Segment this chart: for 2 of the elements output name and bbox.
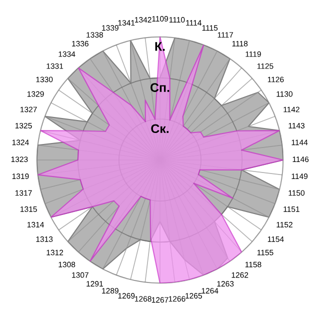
y-tick-label: Сп. [150, 83, 170, 92]
y-tick-label: Ск. [151, 124, 169, 134]
